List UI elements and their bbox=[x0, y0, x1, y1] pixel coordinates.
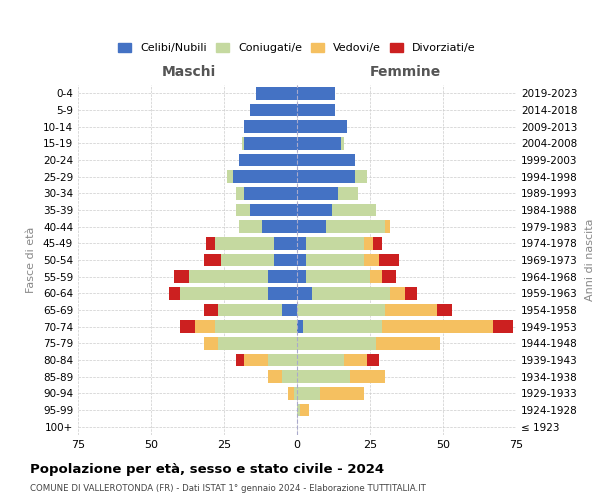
Bar bbox=[297, 254, 306, 266]
Bar bbox=[215, 237, 274, 250]
Bar bbox=[297, 287, 311, 300]
Bar bbox=[376, 337, 440, 349]
Bar bbox=[373, 237, 382, 250]
Y-axis label: Anni di nascita: Anni di nascita bbox=[584, 219, 595, 301]
Bar bbox=[385, 220, 391, 233]
Bar bbox=[268, 370, 283, 383]
Bar bbox=[297, 170, 355, 183]
Bar bbox=[379, 254, 399, 266]
Bar bbox=[256, 87, 297, 100]
Bar bbox=[297, 137, 341, 149]
Bar bbox=[244, 187, 297, 200]
Bar bbox=[274, 254, 297, 266]
Bar bbox=[341, 137, 344, 149]
Bar bbox=[233, 170, 297, 183]
Text: Maschi: Maschi bbox=[162, 65, 216, 79]
Bar bbox=[493, 320, 513, 333]
Text: Popolazione per età, sesso e stato civile - 2024: Popolazione per età, sesso e stato civil… bbox=[30, 462, 384, 475]
Bar bbox=[297, 204, 332, 216]
Bar bbox=[297, 87, 335, 100]
Bar bbox=[274, 237, 297, 250]
Bar bbox=[306, 254, 364, 266]
Bar bbox=[244, 137, 297, 149]
Bar bbox=[169, 287, 180, 300]
Bar bbox=[206, 237, 215, 250]
Bar bbox=[262, 220, 297, 233]
Bar bbox=[236, 187, 244, 200]
Bar bbox=[350, 370, 385, 383]
Bar bbox=[297, 187, 338, 200]
Legend: Celibi/Nubili, Coniugati/e, Vedovi/e, Divorziati/e: Celibi/Nubili, Coniugati/e, Vedovi/e, Di… bbox=[114, 38, 480, 58]
Bar bbox=[221, 254, 274, 266]
Bar bbox=[294, 387, 297, 400]
Bar bbox=[297, 354, 344, 366]
Bar bbox=[382, 270, 396, 283]
Bar bbox=[405, 287, 417, 300]
Text: COMUNE DI VALLEROTONDA (FR) - Dati ISTAT 1° gennaio 2024 - Elaborazione TUTTITAL: COMUNE DI VALLEROTONDA (FR) - Dati ISTAT… bbox=[30, 484, 426, 493]
Bar bbox=[239, 154, 297, 166]
Bar bbox=[303, 320, 382, 333]
Bar bbox=[297, 154, 355, 166]
Bar bbox=[218, 304, 283, 316]
Bar bbox=[364, 254, 379, 266]
Bar bbox=[250, 104, 297, 116]
Bar bbox=[320, 387, 364, 400]
Bar bbox=[244, 354, 268, 366]
Bar bbox=[189, 270, 268, 283]
Bar bbox=[338, 187, 358, 200]
Bar bbox=[297, 337, 376, 349]
Bar bbox=[283, 304, 297, 316]
Bar bbox=[297, 270, 306, 283]
Bar bbox=[242, 137, 244, 149]
Bar bbox=[227, 170, 233, 183]
Bar bbox=[236, 354, 244, 366]
Bar bbox=[297, 104, 335, 116]
Bar bbox=[297, 237, 306, 250]
Y-axis label: Fasce di età: Fasce di età bbox=[26, 227, 36, 293]
Bar bbox=[268, 270, 297, 283]
Bar bbox=[180, 320, 195, 333]
Bar bbox=[344, 354, 367, 366]
Bar bbox=[297, 387, 320, 400]
Bar bbox=[297, 370, 350, 383]
Bar bbox=[300, 404, 308, 416]
Bar bbox=[239, 220, 262, 233]
Bar bbox=[326, 220, 385, 233]
Bar bbox=[283, 370, 297, 383]
Bar bbox=[306, 237, 364, 250]
Bar bbox=[297, 304, 385, 316]
Bar bbox=[297, 404, 300, 416]
Bar bbox=[382, 320, 493, 333]
Bar bbox=[268, 287, 297, 300]
Bar bbox=[180, 287, 268, 300]
Bar bbox=[355, 170, 367, 183]
Bar bbox=[297, 320, 303, 333]
Bar bbox=[215, 320, 297, 333]
Text: Femmine: Femmine bbox=[370, 65, 440, 79]
Bar bbox=[288, 387, 294, 400]
Bar bbox=[268, 354, 297, 366]
Bar bbox=[332, 204, 376, 216]
Bar bbox=[306, 270, 370, 283]
Bar bbox=[218, 337, 297, 349]
Bar bbox=[203, 304, 218, 316]
Bar bbox=[297, 220, 326, 233]
Bar bbox=[311, 287, 391, 300]
Bar bbox=[175, 270, 189, 283]
Bar bbox=[244, 120, 297, 133]
Bar bbox=[364, 237, 373, 250]
Bar bbox=[370, 270, 382, 283]
Bar bbox=[203, 337, 218, 349]
Bar bbox=[250, 204, 297, 216]
Bar bbox=[236, 204, 250, 216]
Bar bbox=[367, 354, 379, 366]
Bar bbox=[195, 320, 215, 333]
Bar bbox=[203, 254, 221, 266]
Bar bbox=[385, 304, 437, 316]
Bar bbox=[437, 304, 452, 316]
Bar bbox=[297, 120, 347, 133]
Bar bbox=[391, 287, 405, 300]
